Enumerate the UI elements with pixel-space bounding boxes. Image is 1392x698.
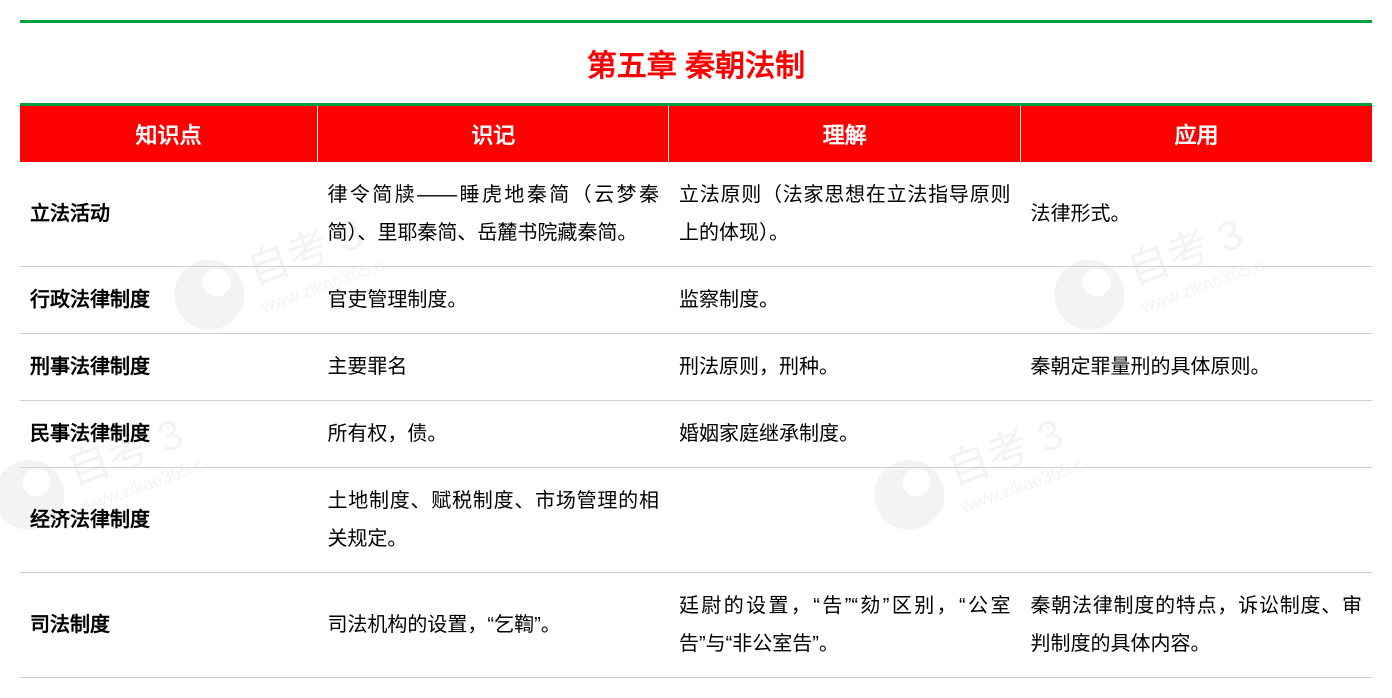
row-cell: 廷尉的设置，“告”“劾”区别，“公室告”与“非公室告”。 [669, 573, 1021, 678]
row-cell: 秦朝法律制度的特点，诉讼制度、审判制度的具体内容。 [1020, 573, 1372, 678]
row-label: 民事法律制度 [20, 401, 317, 468]
header-row: 知识点 识记 理解 应用 [20, 105, 1372, 163]
row-label: 司法制度 [20, 573, 317, 678]
header-apply: 应用 [1020, 105, 1372, 163]
row-cell: 监察制度。 [669, 267, 1021, 334]
row-cell [1020, 267, 1372, 334]
table-row: 行政法律制度 官吏管理制度。 监察制度。 [20, 267, 1372, 334]
table-row: 立法活动 律令简牍——睡虎地秦简（云梦秦简）、里耶秦简、岳麓书院藏秦简。 立法原… [20, 162, 1372, 267]
row-cell [1020, 401, 1372, 468]
row-cell: 法律形式。 [1020, 162, 1372, 267]
row-cell: 所有权，债。 [317, 401, 669, 468]
header-understand: 理解 [669, 105, 1021, 163]
row-cell: 主要罪名 [317, 334, 669, 401]
table-title: 第五章 秦朝法制 [20, 22, 1372, 105]
table-row: 民事法律制度 所有权，债。 婚姻家庭继承制度。 [20, 401, 1372, 468]
header-memorize: 识记 [317, 105, 669, 163]
content-table: 第五章 秦朝法制 知识点 识记 理解 应用 立法活动 律令简牍——睡虎地秦简（云… [20, 20, 1372, 678]
title-row: 第五章 秦朝法制 [20, 22, 1372, 105]
row-cell [1020, 468, 1372, 573]
row-label: 经济法律制度 [20, 468, 317, 573]
row-cell: 律令简牍——睡虎地秦简（云梦秦简）、里耶秦简、岳麓书院藏秦简。 [317, 162, 669, 267]
row-cell: 土地制度、赋税制度、市场管理的相关规定。 [317, 468, 669, 573]
row-cell: 官吏管理制度。 [317, 267, 669, 334]
row-cell: 刑法原则，刑种。 [669, 334, 1021, 401]
row-label: 刑事法律制度 [20, 334, 317, 401]
row-label: 行政法律制度 [20, 267, 317, 334]
row-label: 立法活动 [20, 162, 317, 267]
header-knowledge-point: 知识点 [20, 105, 317, 163]
row-cell [669, 468, 1021, 573]
row-cell: 立法原则（法家思想在立法指导原则上的体现）。 [669, 162, 1021, 267]
row-cell: 秦朝定罪量刑的具体原则。 [1020, 334, 1372, 401]
table-row: 刑事法律制度 主要罪名 刑法原则，刑种。 秦朝定罪量刑的具体原则。 [20, 334, 1372, 401]
table-row: 经济法律制度 土地制度、赋税制度、市场管理的相关规定。 [20, 468, 1372, 573]
row-cell: 婚姻家庭继承制度。 [669, 401, 1021, 468]
row-cell: 司法机构的设置，“乞鞫”。 [317, 573, 669, 678]
table-row: 司法制度 司法机构的设置，“乞鞫”。 廷尉的设置，“告”“劾”区别，“公室告”与… [20, 573, 1372, 678]
